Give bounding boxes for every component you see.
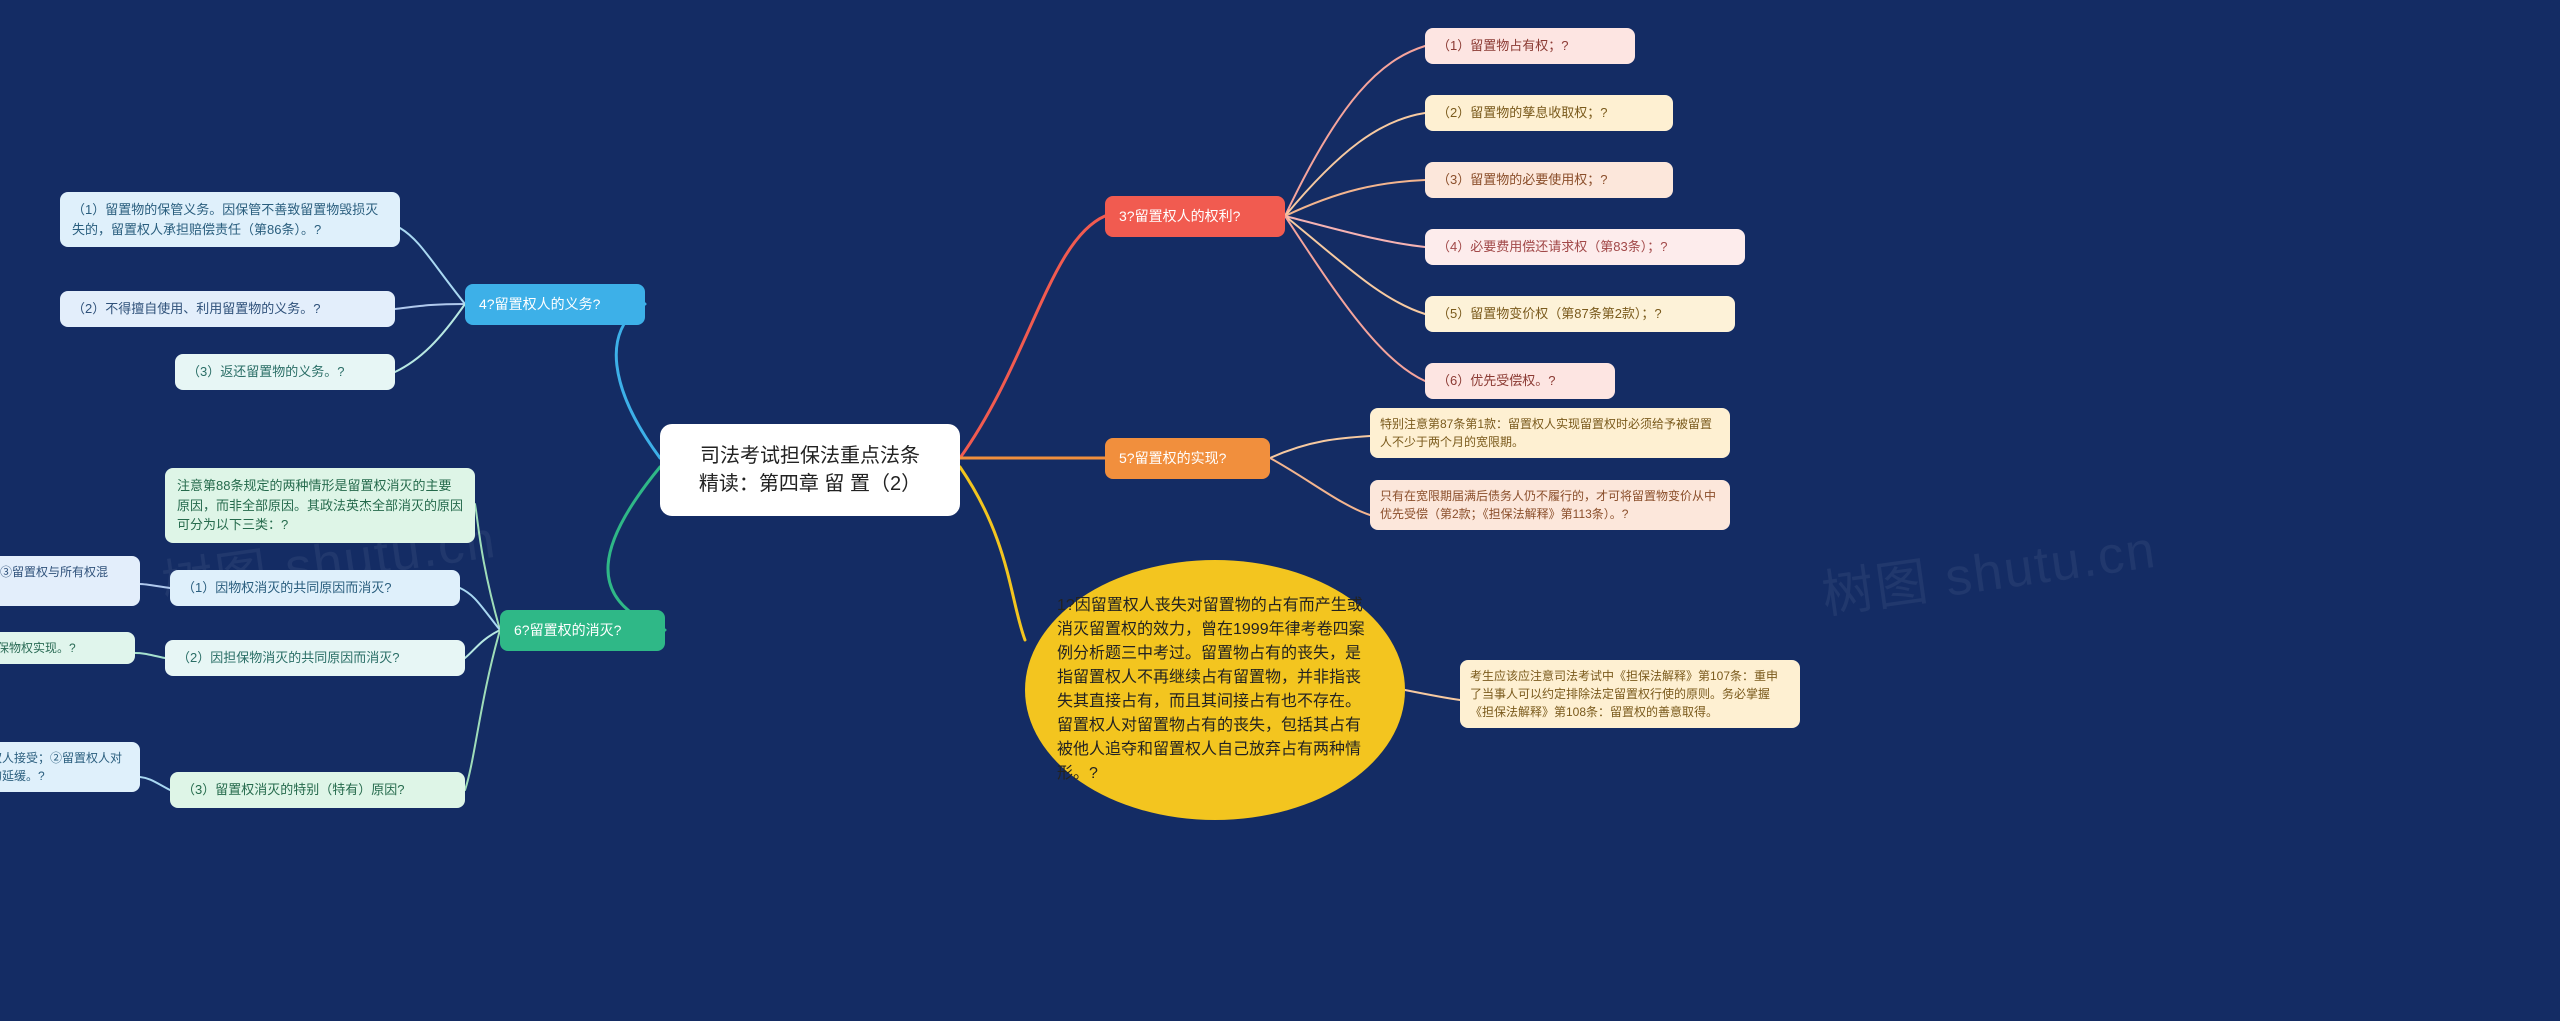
mindmap-node: （3）返还留置物的义务。? bbox=[175, 354, 395, 390]
center-line-2: 精读：第四章 留 置（2） bbox=[684, 470, 936, 498]
watermark-2: 树图 shutu.cn bbox=[1816, 507, 2160, 628]
mindmap-node: 5?留置权的实现? bbox=[1105, 438, 1270, 479]
mindmap-node: ①被留置人另行提供担保并被留置权人接受；②留置权人对留置物占有的丧失；③债权清偿… bbox=[0, 742, 140, 792]
mindmap-node: 注意第88条规定的两种情形是留置权消灭的主要原因，而非全部原因。其政法英杰全部消… bbox=[165, 468, 475, 543]
center-line-1: 司法考试担保法重点法条 bbox=[684, 442, 936, 470]
mindmap-node: ①标的物灭失；②标的物被征用；③留置权与所有权混同；④留置权被抛弃。? bbox=[0, 556, 140, 606]
mindmap-node: （1）因物权消灭的共同原因而消灭? bbox=[170, 570, 460, 606]
mindmap-node: （1）留置物的保管义务。因保管不善致留置物毁损灭失的，留置权人承担赔偿责任（第8… bbox=[60, 192, 400, 247]
mindmap-node: （5）留置物变价权（第87条第2款）；? bbox=[1425, 296, 1735, 332]
mindmap-node: （3）留置物的必要使用权；? bbox=[1425, 162, 1673, 198]
mindmap-node: （1）留置物占有权；? bbox=[1425, 28, 1635, 64]
mindmap-node: 3?留置权人的权利? bbox=[1105, 196, 1285, 237]
mindmap-node: 只有在宽限期届满后债务人仍不履行的，才可将留置物变价从中优先受偿（第2款；《担保… bbox=[1370, 480, 1730, 530]
mindmap-node: 特别注意第87条第1款：留置权人实现留置权时必须给予被留置人不少于两个月的宽限期… bbox=[1370, 408, 1730, 458]
mindmap-node: （4）必要费用偿还请求权（第83条）；? bbox=[1425, 229, 1745, 265]
mindmap-node: （2）留置物的孳息收取权；? bbox=[1425, 95, 1673, 131]
mindmap-node: 1?因留置权人丧失对留置物的占有而产生或消灭留置权的效力，曾在1999年律考卷四… bbox=[1025, 560, 1405, 820]
mindmap-node: （6）优先受偿权。? bbox=[1425, 363, 1615, 399]
mindmap-node: 4?留置权人的义务? bbox=[465, 284, 645, 325]
center-node: 司法考试担保法重点法条 精读：第四章 留 置（2） bbox=[660, 424, 960, 516]
mindmap-node: （2）因担保物消灭的共同原因而消灭? bbox=[165, 640, 465, 676]
mindmap-node: （2）不得擅自使用、利用留置物的义务。? bbox=[60, 291, 395, 327]
mindmap-node: （3）留置权消灭的特别（特有）原因? bbox=[170, 772, 465, 808]
mindmap-node: 考生应该应注意司法考试中《担保法解释》第107条：重申了当事人可以约定排除法定留… bbox=[1460, 660, 1800, 728]
mindmap-node: ①担保物权所担保的债权消灭；②担保物权实现。? bbox=[0, 632, 135, 664]
mindmap-node: 6?留置权的消灭? bbox=[500, 610, 665, 651]
